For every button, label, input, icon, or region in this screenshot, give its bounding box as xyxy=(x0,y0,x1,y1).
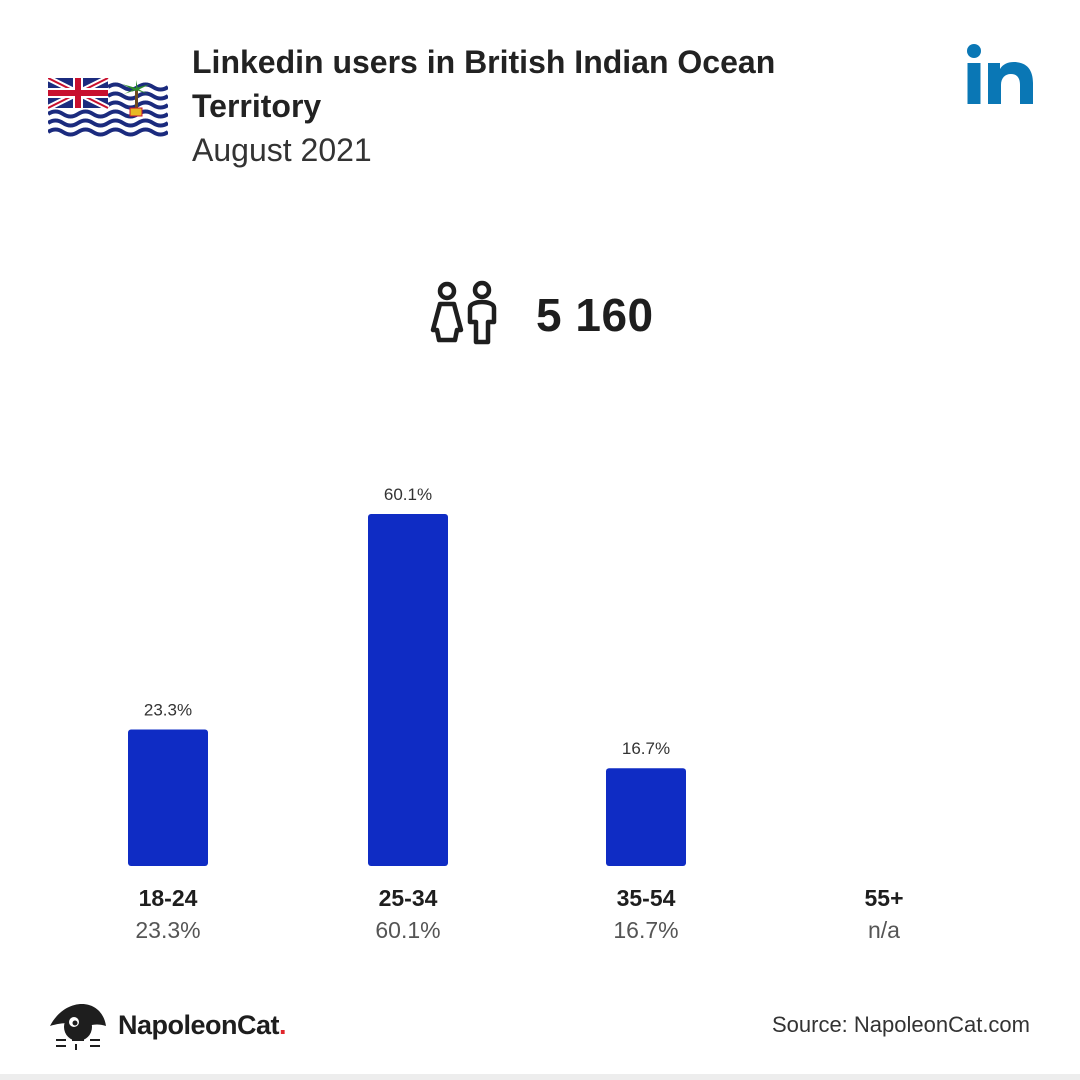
category-value-label: 60.1% xyxy=(375,917,440,943)
category-label: 55+ xyxy=(864,885,903,911)
bar-value-label: 23.3% xyxy=(144,701,192,720)
brand-dot: . xyxy=(279,1009,287,1040)
category-label: 35-54 xyxy=(617,885,676,911)
linkedin-logo-icon xyxy=(967,44,1033,104)
total-users: 5 160 xyxy=(430,280,654,350)
bar-value-label: 16.7% xyxy=(622,739,670,758)
page-title: Linkedin users in British Indian Ocean T… xyxy=(192,44,776,124)
bar-18-24 xyxy=(128,729,208,866)
footer-strip xyxy=(0,1074,1080,1080)
category-label: 18-24 xyxy=(139,885,198,911)
category-value-label: 23.3% xyxy=(135,917,200,943)
page-subtitle: August 2021 xyxy=(192,132,372,168)
flag-icon xyxy=(48,78,168,138)
category-value-label: 16.7% xyxy=(613,917,678,943)
bar-25-34 xyxy=(368,514,448,866)
brand-name: NapoleonCat. xyxy=(118,1009,287,1040)
category-value-label: n/a xyxy=(868,917,900,943)
total-users-value: 5 160 xyxy=(536,289,654,341)
napoleoncat-brand: NapoleonCat. xyxy=(48,1000,287,1050)
napoleoncat-logo-icon xyxy=(50,1004,106,1050)
people-icon xyxy=(430,280,497,345)
category-label: 25-34 xyxy=(379,885,438,911)
bar-35-54 xyxy=(606,768,686,866)
bar-value-label: 60.1% xyxy=(384,485,432,504)
source-text: Source: NapoleonCat.com xyxy=(771,1012,1030,1037)
title-block: Linkedin users in British Indian Ocean T… xyxy=(192,40,892,170)
